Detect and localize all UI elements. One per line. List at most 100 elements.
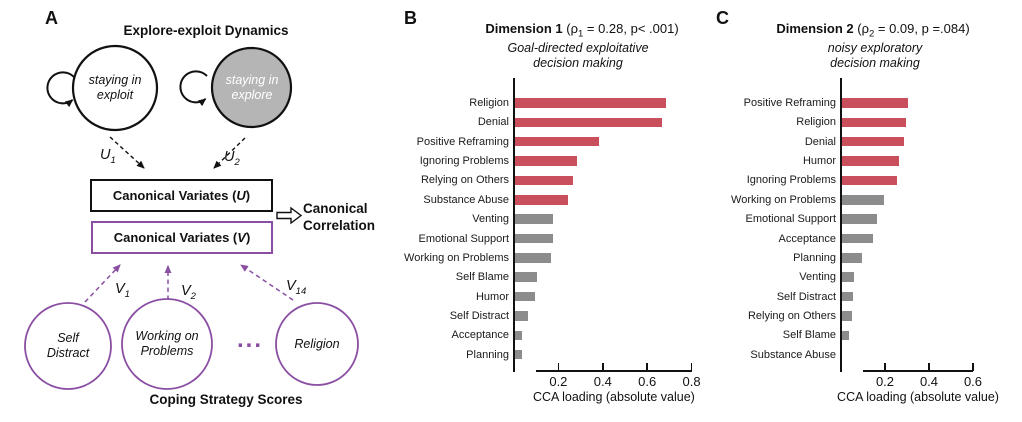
explore-line2: explore [231,88,273,102]
bar-label: Substance Abuse [423,193,509,206]
bar [842,291,853,302]
bar [842,233,873,244]
y-axis-line [513,78,515,372]
bar [515,117,662,128]
exploit-line2: exploit [96,88,134,102]
bar-label: Emotional Support [745,213,837,226]
correlation-line2: Correlation [303,218,376,233]
x-axis-tick-label: 0.8 [682,374,701,389]
panel-c-subtitle-2: decision making [830,56,920,70]
canonical-variates-v-box: Canonical Variates (V) [91,221,273,254]
bar-label: Self Distract [449,309,509,322]
explore-state-circle [210,46,293,129]
self-loop-explore-arrow [179,70,208,107]
bar [515,136,600,147]
bar-label: Self Blame [782,329,836,342]
v1-arrow [84,264,121,303]
bar-label: Positive Reframing [416,135,509,148]
panel-b-chart: B Dimension 1 (ρ1 = 0.28, p< .001) Goal-… [395,0,707,422]
y-axis-line [840,78,842,372]
exploit-circle-text: staying in exploit [73,60,157,116]
panel-c-title: Dimension 2 (ρ2 = 0.09, p =.084) [776,21,970,40]
bar-label: Self Blame [455,271,509,284]
bar-label: Self Distract [776,290,836,303]
x-axis-tick-label: 0.2 [549,374,568,389]
bar [515,156,578,166]
bar [515,272,538,282]
x-axis-tick [884,363,886,371]
exploit-state-circle [71,44,159,132]
x-axis-tick-label: 0.2 [875,374,895,389]
bar-label: Relying on Others [420,174,509,187]
bar-label: Venting [799,271,836,284]
x-axis-title: CCA loading (absolute value) [837,390,999,404]
x-axis-tick [557,363,560,371]
correlation-line1: Canonical [303,201,368,216]
working-on-problems-circle [121,298,213,390]
bar [842,195,884,205]
bar-label: Denial [804,135,836,148]
v2-label: V2 [181,283,196,302]
bar-label: Acceptance [778,232,836,245]
self-loop-exploit-arrow [46,71,75,108]
bar-label: Positive Reframing [743,97,836,109]
bar-label: Ignoring Problems [419,155,509,168]
bar-label: Religion [796,116,836,129]
bar [842,136,904,147]
bar [842,330,849,340]
bar-label: Planning [793,251,836,264]
bar [842,253,862,263]
exploit-line1: staying in [88,73,142,87]
x-axis-tick [972,363,974,371]
canonical-variates-u-box: Canonical Variates (U) [90,179,273,212]
bar-label: Working on Problems [404,251,509,264]
panel-b-subtitle-1: Goal-directed exploitative [507,41,649,55]
u1-label: U1 [100,147,116,166]
bar-label: Planning [466,348,509,361]
bar [515,349,522,360]
explore-line1: staying in [225,73,279,87]
bar [842,175,897,186]
bar [515,311,529,321]
bar [842,156,900,166]
u2-arrow [213,137,246,169]
x-axis-tick [690,363,693,371]
x-axis-tick-label: 0.4 [919,374,939,389]
bar-label: Acceptance [451,329,509,342]
bar [515,214,553,224]
bar [515,233,553,244]
panel-c-chart: C Dimension 2 (ρ2 = 0.09, p =.084) noisy… [700,0,1022,422]
bar-label: Humor [802,155,836,168]
x-axis-tick [602,363,604,371]
panel-a-label: A [45,8,58,28]
v14-arrow [240,264,294,301]
u1-arrow [109,136,145,169]
coping-strategy-scores-label: Coping Strategy Scores [149,392,303,407]
bar [842,98,908,108]
panel-b-subtitle-2: decision making [533,56,623,70]
panel-b-title: Dimension 1 (ρ1 = 0.28, p< .001) [485,21,679,40]
bar-label: Ignoring Problems [746,174,836,187]
bar-label: Relying on Others [747,309,836,322]
working-on-problems-text: Working on Problems [135,329,199,358]
bar-label: Substance Abuse [750,348,836,361]
v14-label: V14 [286,278,307,297]
panel-a-shapes [24,44,359,390]
bar [515,175,573,186]
x-axis-tick-label: 0.6 [638,374,657,389]
bar-label: Humor [475,290,509,303]
bar [515,330,522,340]
x-axis-tick-label: 0.4 [593,374,612,389]
religion-circle [275,302,359,386]
bar [842,311,852,321]
panel-c-subtitle-1: noisy exploratory [827,41,923,55]
x-axis-line [863,370,973,372]
x-axis-line [536,370,692,372]
panel-c-label: C [716,8,729,28]
bar [515,253,551,263]
religion-text: Religion [294,336,340,351]
x-axis-tick [928,363,930,371]
panel-a-diagram: A Explore-exploit Dynamics staying in ex… [0,0,400,422]
x-axis-title: CCA loading (absolute value) [532,390,695,404]
